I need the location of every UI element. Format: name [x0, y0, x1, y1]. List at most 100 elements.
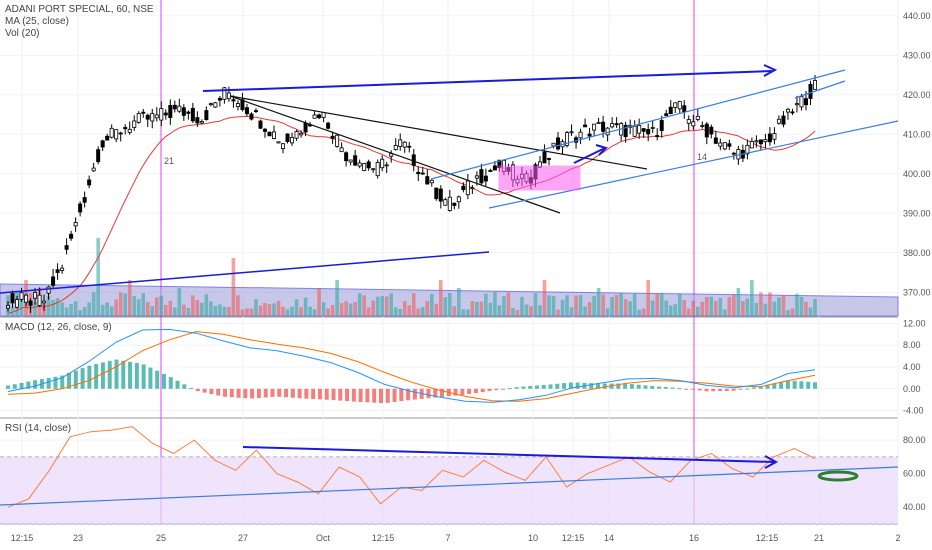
- macd-histogram-bar: [284, 388, 289, 398]
- macd-histogram-bar: [595, 383, 600, 389]
- candle-body: [488, 169, 493, 172]
- y-tick-label: 370.00: [903, 287, 931, 297]
- candle-body: [479, 169, 484, 184]
- volume-bar: [258, 305, 263, 316]
- volume-bar: [596, 288, 601, 316]
- volume-bar: [484, 293, 488, 316]
- candle-body: [73, 222, 78, 227]
- candle-body: [668, 106, 673, 115]
- macd-histogram-bar: [12, 384, 17, 389]
- candle-body: [384, 164, 389, 167]
- candle-body: [46, 286, 51, 294]
- candle-body: [682, 105, 687, 113]
- macd-histogram-bar: [453, 388, 458, 396]
- volume-bar: [127, 280, 132, 316]
- volume-bar: [344, 301, 348, 316]
- volume-bar: [781, 295, 786, 316]
- volume-bar: [123, 293, 128, 316]
- candle-body: [28, 300, 33, 306]
- macd-histogram-bar: [358, 388, 363, 402]
- candle-body: [407, 145, 412, 148]
- x-tick-label: 27: [238, 533, 248, 543]
- candle-body: [799, 96, 804, 108]
- candle-body: [596, 122, 601, 124]
- volume-bar: [533, 293, 538, 316]
- volume-bar: [727, 297, 732, 316]
- volume-bar: [542, 280, 547, 316]
- volume-bar: [686, 308, 691, 316]
- macd-histogram-bar: [100, 362, 105, 389]
- candle-body: [168, 105, 173, 118]
- candle-body: [700, 125, 705, 127]
- candle-body: [177, 105, 182, 112]
- volume-bar: [538, 305, 542, 316]
- x-tick-label: 14: [604, 533, 614, 543]
- volume-bar: [443, 297, 448, 316]
- volume-bar: [218, 304, 222, 316]
- macd-histogram-bar: [67, 373, 72, 389]
- macd-histogram-bar: [114, 359, 119, 389]
- y-tick-label: 430.00: [903, 50, 931, 60]
- volume-bar: [682, 300, 687, 316]
- macd-histogram-bar: [711, 388, 716, 392]
- candle-body: [754, 140, 759, 143]
- candle-body: [375, 162, 380, 177]
- x-tick-label: 10: [528, 533, 538, 543]
- volume-bar: [610, 296, 614, 316]
- arrow-head: [595, 144, 608, 156]
- macd-histogram-bar: [189, 387, 194, 389]
- volume-bar: [623, 299, 628, 316]
- candle-body: [569, 131, 574, 134]
- candle-body: [677, 101, 682, 110]
- channel-mini: [794, 80, 846, 99]
- volume-bar: [231, 258, 236, 316]
- candle-body: [249, 113, 254, 120]
- candle-body: [803, 98, 808, 106]
- rsi-pane: [0, 426, 899, 525]
- macd-histogram-bar: [338, 388, 343, 401]
- macd-histogram-bar: [738, 388, 743, 390]
- candle-body: [776, 118, 781, 124]
- volume-bar: [380, 295, 384, 316]
- x-tick-label: 21: [814, 533, 824, 543]
- macd-histogram-bar: [799, 381, 804, 389]
- volume-bar: [601, 294, 605, 316]
- candle-body: [565, 132, 570, 146]
- volume-bar: [655, 293, 660, 316]
- volume-bar: [159, 295, 164, 316]
- volume-bar: [245, 308, 249, 316]
- macd-histogram-bar: [107, 360, 112, 389]
- volume-bar: [668, 305, 673, 316]
- volume-bar: [96, 238, 100, 316]
- candle-body: [695, 115, 700, 120]
- volume-bar: [750, 280, 754, 316]
- volume-bar: [632, 293, 637, 316]
- volume-bar: [439, 280, 443, 316]
- macd-histogram-bar: [494, 388, 499, 391]
- macd-histogram-bar: [670, 387, 675, 389]
- candle-body: [731, 152, 736, 155]
- candle-body: [55, 269, 60, 273]
- macd-histogram-bar: [80, 368, 85, 389]
- volume-bar: [326, 308, 330, 316]
- volume-bar: [511, 308, 515, 316]
- volume-bar: [299, 307, 303, 316]
- candle-body: [294, 131, 299, 139]
- volume-bar: [457, 288, 461, 316]
- macd-histogram-bar: [250, 388, 255, 399]
- time-axis: 12:15 23 25 27 Oct 12:15 7 10 12:15 14 16 12:15 21 2: [11, 533, 901, 543]
- volume-bar: [777, 297, 781, 316]
- macd-histogram-bar: [87, 365, 92, 389]
- candle-body: [398, 139, 403, 147]
- macd-histogram-bar: [426, 388, 431, 399]
- candle-body: [461, 185, 466, 191]
- candle-body: [605, 127, 610, 136]
- volume-bar: [10, 306, 15, 316]
- candle-body: [33, 291, 38, 299]
- macd-histogram-bar: [575, 382, 580, 389]
- candle-body: [610, 123, 615, 128]
- volume-bar: [556, 309, 560, 316]
- macd-histogram-bar: [765, 384, 770, 389]
- volume-bar: [276, 300, 281, 316]
